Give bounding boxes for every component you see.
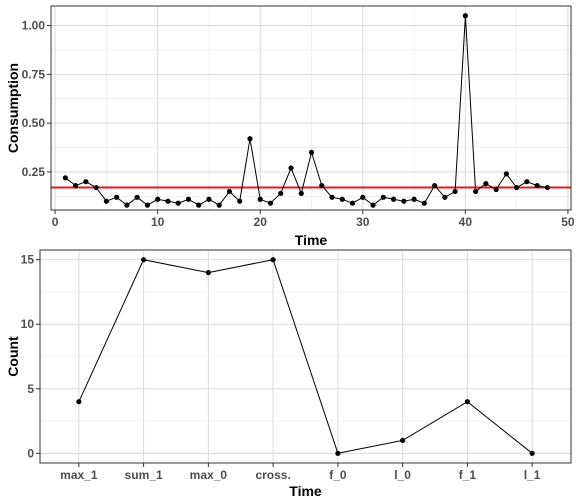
data-point: [442, 194, 448, 200]
x-tick-label: 20: [254, 215, 268, 229]
count-y-axis-title: Count: [5, 336, 21, 377]
data-point: [308, 149, 315, 156]
panel-border: [39, 249, 572, 464]
data-point: [483, 181, 489, 187]
data-point: [503, 171, 509, 177]
data-point: [473, 188, 479, 195]
data-point: [462, 13, 468, 19]
x-tick-label: max_1: [60, 468, 98, 482]
data-point: [400, 437, 406, 444]
data-point: [390, 196, 397, 202]
data-point: [175, 200, 181, 206]
x-tick-label: cross.: [255, 468, 290, 482]
data-point: [319, 182, 325, 189]
data-point: [196, 202, 202, 208]
count-line: [78, 259, 533, 454]
data-point: [247, 136, 253, 142]
data-point: [464, 399, 470, 405]
x-tick-label: l_0: [394, 468, 411, 482]
data-point: [401, 198, 407, 204]
y-tick-label: 0.75: [22, 67, 46, 81]
consumption-y-axis-title: Consumption: [5, 63, 21, 153]
data-point: [493, 186, 499, 193]
data-point: [421, 200, 427, 206]
data-point: [339, 196, 345, 202]
y-tick-label: 10: [21, 317, 35, 331]
data-point: [452, 188, 458, 195]
data-point: [335, 450, 341, 456]
x-tick-label: 50: [561, 215, 575, 229]
consumption-axes: 0 10 20 30 40 50 0.25 0.50 0.75 1.00: [22, 5, 575, 229]
y-tick-label: 15: [21, 253, 35, 267]
y-tick-label: 1.00: [22, 19, 46, 33]
data-point: [144, 202, 151, 208]
data-point: [270, 257, 276, 263]
data-point: [73, 182, 79, 189]
consumption-chart: 0 10 20 30 40 50 0.25 0.50 0.75 1.00 Time Consump…: [5, 5, 575, 248]
x-tick-label: max_0: [190, 468, 228, 482]
data-point: [165, 198, 171, 204]
x-tick-label: l_1: [524, 468, 541, 482]
data-point: [205, 269, 211, 276]
data-point: [360, 194, 366, 200]
x-tick-label: 0: [52, 215, 59, 229]
x-tick-label: f_0: [329, 468, 347, 482]
data-point: [514, 184, 520, 191]
x-tick-label: 10: [151, 215, 165, 229]
y-tick-label: 0.25: [22, 165, 46, 179]
consumption-line: [65, 15, 548, 206]
data-point: [257, 196, 263, 202]
data-point: [544, 184, 551, 191]
data-point: [278, 190, 284, 197]
data-point: [370, 202, 376, 208]
count-grid: [40, 250, 571, 463]
x-tick-label: 30: [356, 215, 370, 229]
y-tick-label: 5: [27, 382, 34, 396]
x-tick-label: sum_1: [125, 468, 163, 482]
consumption-x-axis-title: Time: [295, 232, 328, 248]
data-point: [76, 399, 82, 405]
data-point: [124, 202, 130, 208]
panel-border: [50, 5, 572, 211]
count-x-axis-title: Time: [289, 483, 322, 499]
data-point: [267, 200, 274, 206]
x-tick-label: f_1: [459, 468, 477, 482]
data-point: [206, 196, 212, 202]
data-point: [114, 194, 120, 200]
data-point: [431, 182, 438, 189]
data-point: [216, 202, 222, 208]
data-point: [288, 165, 294, 171]
data-point: [155, 196, 161, 202]
x-tick-label: 40: [459, 215, 473, 229]
data-point: [237, 198, 243, 204]
data-point: [83, 179, 89, 185]
data-point: [226, 188, 233, 195]
y-tick-label: 0.50: [22, 116, 46, 130]
consumption-grid: [51, 6, 571, 210]
data-point: [529, 450, 535, 456]
data-point: [62, 175, 68, 181]
data-point: [185, 196, 192, 202]
data-point: [93, 184, 99, 191]
count-axes: max_1 sum_1 max_0 cross. f_0 l_0 f_1 l_1 0 5 10 15: [21, 249, 572, 482]
data-point: [329, 194, 335, 200]
count-series: [76, 257, 535, 456]
data-point: [298, 190, 304, 197]
consumption-series: [62, 13, 551, 208]
y-tick-label: 0: [27, 446, 34, 460]
data-point: [141, 257, 147, 263]
data-point: [103, 198, 109, 204]
data-point: [411, 196, 417, 202]
data-point: [524, 179, 530, 185]
data-point: [534, 182, 540, 189]
data-point: [349, 200, 356, 206]
data-point: [380, 194, 386, 200]
data-point: [134, 194, 140, 200]
count-chart: max_1 sum_1 max_0 cross. f_0 l_0 f_1 l_1051015 …: [5, 249, 572, 499]
